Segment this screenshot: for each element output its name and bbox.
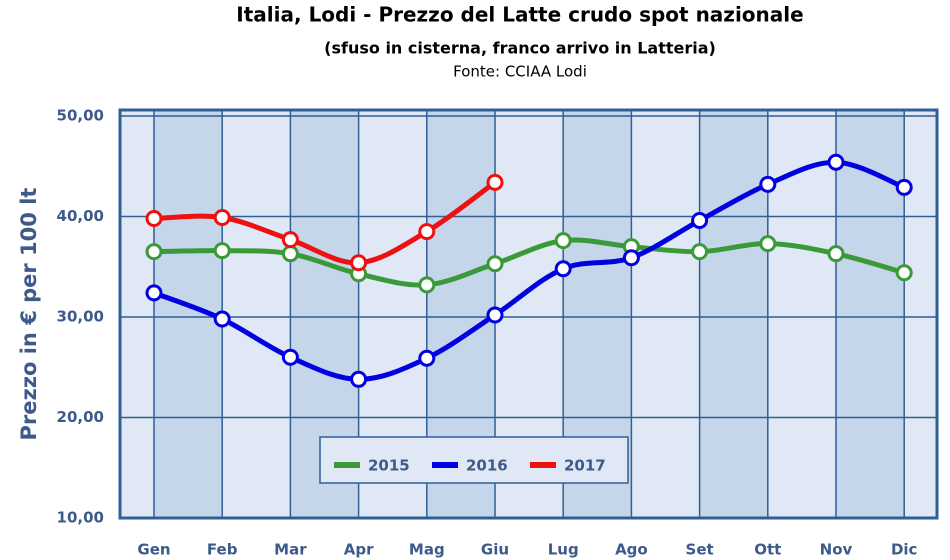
x-tick-label: Gen [137,541,170,559]
y-axis-label: Prezzo in € per 100 lt [17,188,41,441]
x-tick-label: Feb [207,541,238,559]
source: Fonte: CCIAA Lodi [453,63,587,81]
x-tick-label: Giu [481,541,509,559]
x-tick-label: Lug [548,541,579,559]
x-tick-label: Ott [754,541,781,559]
x-tick-label: Mar [274,541,307,559]
x-tick-label: Mag [409,541,445,559]
x-tick-label: Nov [820,541,853,559]
marker [759,175,777,193]
marker [213,209,231,227]
marker [145,243,163,261]
legend-label: 2017 [564,457,606,475]
marker [827,153,845,171]
y-tick-label: 50,00 [57,107,104,125]
legend-label: 2015 [368,457,410,475]
band [699,110,768,518]
marker [213,242,231,260]
marker [895,178,913,196]
legend-box [319,436,629,484]
y-tick-label: 20,00 [57,408,104,426]
marker [418,349,436,367]
marker [622,249,640,267]
marker [350,254,368,272]
marker [418,276,436,294]
marker [486,255,504,273]
marker [145,284,163,302]
x-tick-label: Dic [891,541,917,559]
plot-frame [118,108,939,520]
legend-label: 2016 [466,457,508,475]
marker [691,243,709,261]
marker [145,210,163,228]
marker [281,245,299,263]
y-tick-label: 40,00 [57,207,104,225]
y-tick-label: 10,00 [57,509,104,527]
x-tick-label: Apr [344,541,374,559]
marker [281,348,299,366]
y-tick-label: 30,00 [57,308,104,326]
marker [213,310,231,328]
marker [486,173,504,191]
x-tick-label: Ago [615,541,648,559]
band [836,110,905,518]
x-tick-label: Set [686,541,714,559]
marker [281,231,299,249]
marker [554,260,572,278]
marker [827,245,845,263]
marker [691,212,709,230]
chart-title: Italia, Lodi - Prezzo del Latte crudo sp… [236,3,803,27]
marker [418,223,436,241]
marker [486,306,504,324]
marker [759,235,777,253]
marker [554,232,572,250]
marker [895,264,913,282]
marker [350,370,368,388]
chart-subtitle: (sfuso in cisterna, franco arrivo in Lat… [324,39,716,58]
